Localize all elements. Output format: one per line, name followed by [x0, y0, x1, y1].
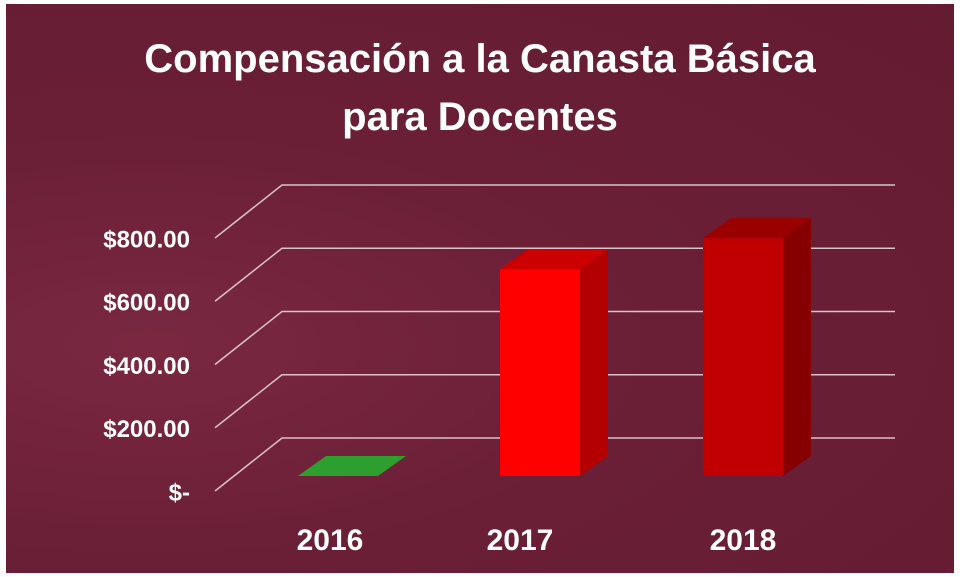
grid-line: [214, 310, 895, 366]
bar-top: [703, 218, 811, 239]
y-tick-label: $200.00: [103, 416, 190, 443]
y-tick-label: $400.00: [103, 353, 190, 380]
bar: [703, 238, 783, 476]
y-tick-label: $600.00: [103, 290, 190, 317]
bar-top: [500, 249, 608, 270]
bar-side: [580, 249, 608, 476]
bar-side: [783, 218, 811, 476]
x-tick-label: 2016: [297, 524, 364, 557]
bar-top: [298, 456, 406, 476]
bar: [500, 269, 580, 476]
x-tick-label: 2017: [487, 524, 554, 557]
chart-title: Compensación a la Canasta Básica para Do…: [144, 37, 816, 139]
y-tick-label: $-: [169, 479, 190, 506]
grid-line: [214, 247, 895, 302]
y-tick-label: $800.00: [103, 226, 190, 253]
x-tick-label: 2018: [710, 524, 777, 557]
grid-line: [214, 374, 895, 429]
grid-line: [214, 437, 895, 492]
grid-line: [214, 184, 895, 239]
